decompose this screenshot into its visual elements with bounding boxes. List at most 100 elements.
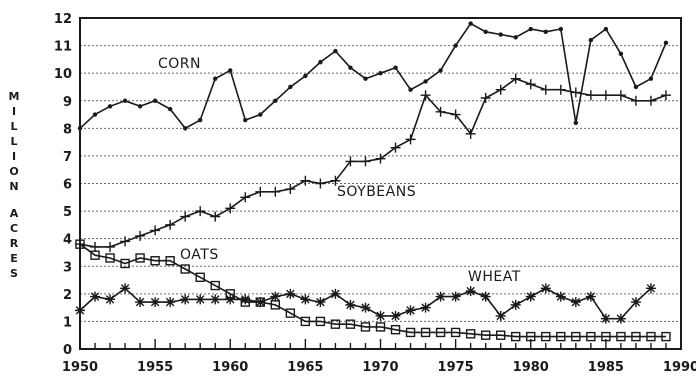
data-point-wheat bbox=[360, 302, 371, 313]
data-point-soybeans bbox=[420, 90, 431, 101]
data-point-soybeans bbox=[135, 230, 146, 241]
data-point-oats bbox=[631, 331, 641, 342]
data-point-soybeans bbox=[300, 175, 311, 186]
data-point-oats bbox=[345, 319, 356, 329]
data-point-soybeans bbox=[570, 87, 581, 98]
data-point-soybeans bbox=[465, 128, 476, 139]
data-point-corn bbox=[198, 117, 203, 123]
data-point-wheat bbox=[615, 313, 626, 324]
data-point-corn bbox=[348, 65, 353, 70]
y-tick-label: 10 bbox=[54, 67, 72, 82]
data-point-oats bbox=[556, 331, 566, 342]
data-point-corn bbox=[213, 76, 218, 81]
data-point-oats bbox=[210, 280, 220, 291]
data-point-corn bbox=[182, 126, 188, 131]
y-axis-label-char: R bbox=[10, 237, 19, 250]
data-point-corn bbox=[258, 112, 263, 117]
data-point-wheat bbox=[390, 310, 401, 321]
data-point-oats bbox=[435, 327, 446, 338]
series-oats bbox=[75, 239, 671, 342]
data-point-soybeans bbox=[585, 90, 596, 101]
data-point-soybeans bbox=[165, 219, 176, 230]
data-point-soybeans bbox=[600, 90, 611, 101]
data-point-corn bbox=[303, 73, 308, 79]
data-point-corn bbox=[408, 87, 413, 92]
data-point-wheat bbox=[330, 288, 341, 299]
data-point-corn bbox=[453, 43, 458, 48]
x-tick-label: 1975 bbox=[438, 360, 474, 375]
y-axis-label-char: O bbox=[9, 165, 18, 178]
data-point-soybeans bbox=[345, 156, 356, 167]
data-point-corn bbox=[558, 26, 563, 32]
data-point-oats bbox=[360, 322, 371, 332]
data-point-oats bbox=[571, 331, 581, 342]
data-point-oats bbox=[315, 316, 326, 327]
data-point-oats bbox=[405, 327, 416, 338]
data-point-oats bbox=[586, 331, 596, 342]
data-point-wheat bbox=[135, 297, 146, 308]
series-label-wheat: WHEAT bbox=[468, 269, 521, 285]
data-point-oats bbox=[135, 253, 145, 263]
data-point-corn bbox=[663, 40, 669, 46]
y-axis-label-char: M bbox=[9, 90, 20, 103]
data-point-corn bbox=[528, 26, 533, 32]
y-axis-label-char: A bbox=[10, 207, 19, 220]
data-point-oats bbox=[105, 253, 115, 263]
data-point-oats bbox=[616, 331, 626, 342]
data-point-corn bbox=[137, 104, 143, 109]
data-point-soybeans bbox=[495, 84, 506, 95]
data-point-oats bbox=[450, 327, 461, 338]
data-point-oats bbox=[285, 308, 296, 318]
data-point-soybeans bbox=[315, 178, 326, 189]
data-point-wheat bbox=[270, 291, 281, 302]
data-point-wheat bbox=[225, 294, 236, 305]
data-point-corn bbox=[438, 68, 443, 73]
data-point-oats bbox=[180, 264, 190, 274]
data-point-soybeans bbox=[255, 186, 266, 197]
data-point-wheat bbox=[465, 286, 476, 297]
x-tick-label: 1970 bbox=[362, 360, 398, 375]
data-point-corn bbox=[92, 112, 98, 117]
data-point-soybeans bbox=[555, 84, 566, 95]
data-point-soybeans bbox=[105, 241, 116, 252]
data-point-wheat bbox=[420, 302, 431, 313]
data-point-wheat bbox=[165, 297, 176, 308]
data-point-wheat bbox=[255, 297, 266, 308]
x-axis-ticks bbox=[79, 339, 682, 349]
data-point-corn bbox=[603, 26, 609, 32]
data-point-oats bbox=[150, 256, 160, 266]
data-point-wheat bbox=[645, 283, 656, 294]
data-point-wheat bbox=[435, 291, 446, 302]
x-tick-label: 1980 bbox=[513, 360, 549, 375]
x-tick-label: 1965 bbox=[287, 360, 323, 375]
data-point-oats bbox=[330, 319, 341, 329]
data-point-corn bbox=[513, 35, 518, 40]
y-tick-label: 4 bbox=[63, 233, 72, 248]
data-point-wheat bbox=[540, 283, 551, 294]
data-point-soybeans bbox=[630, 95, 641, 106]
x-tick-label: 1960 bbox=[212, 360, 248, 375]
data-point-soybeans bbox=[540, 84, 551, 95]
y-axis-label-char: I bbox=[12, 105, 16, 118]
data-point-soybeans bbox=[150, 225, 161, 236]
data-point-wheat bbox=[585, 291, 596, 302]
data-point-soybeans bbox=[405, 134, 416, 145]
data-point-oats bbox=[541, 331, 551, 342]
data-point-soybeans bbox=[375, 153, 386, 164]
data-point-corn bbox=[273, 98, 278, 103]
series-label-soybeans: SOYBEANS bbox=[337, 184, 416, 200]
series-line-oats bbox=[79, 243, 666, 338]
data-point-wheat bbox=[630, 297, 641, 308]
data-point-corn bbox=[243, 117, 248, 123]
data-point-oats bbox=[420, 327, 431, 338]
x-axis-tick-labels: 1950 1955 1960 1965 1970 1975 1980 1985 1990 bbox=[62, 360, 696, 375]
data-point-wheat bbox=[240, 294, 251, 305]
y-tick-label: 12 bbox=[54, 12, 72, 27]
series-label-oats: OATS bbox=[180, 247, 219, 263]
x-tick-label: 1985 bbox=[588, 360, 624, 375]
data-point-corn bbox=[318, 59, 323, 65]
y-axis-label-char: C bbox=[10, 222, 18, 235]
data-point-soybeans bbox=[615, 90, 626, 101]
series-corn bbox=[77, 21, 669, 131]
y-tick-label: 6 bbox=[63, 178, 72, 193]
